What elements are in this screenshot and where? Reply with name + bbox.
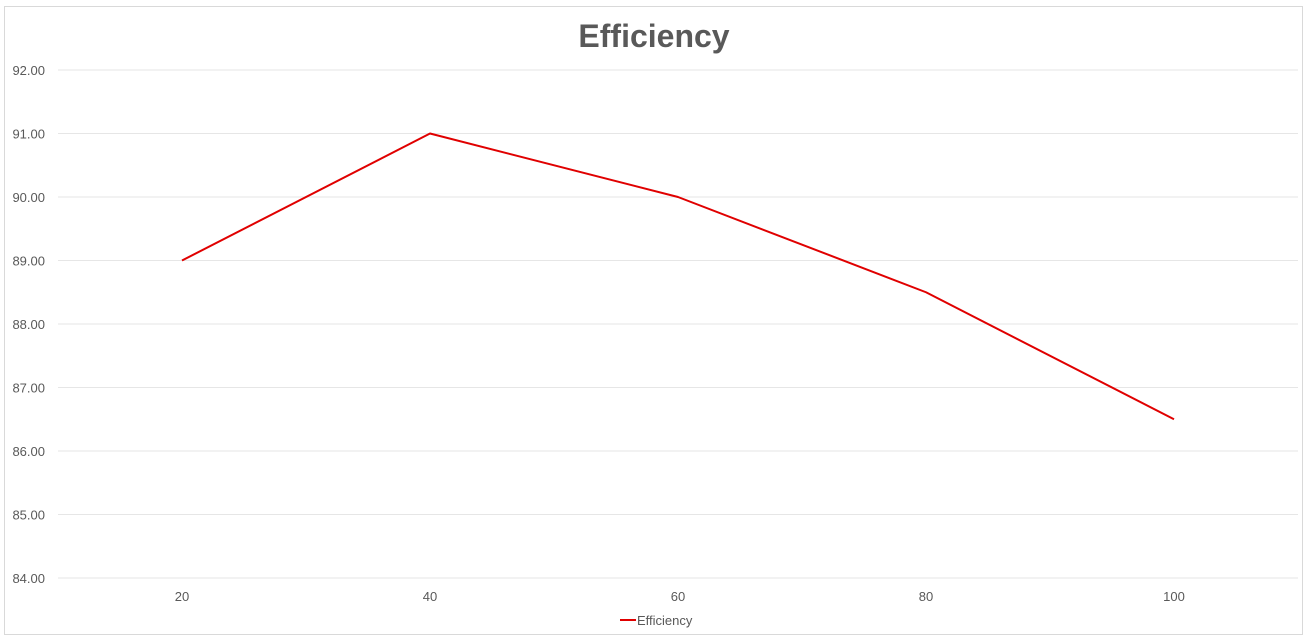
y-axis-tick-labels: 84.00 85.00 86.00 87.00 88.00 89.00 90.00 91.00…	[12, 63, 45, 586]
y-tick-label: 86.00	[12, 444, 45, 459]
chart-title: Efficiency	[578, 18, 729, 54]
x-tick-label: 60	[671, 589, 685, 604]
y-tick-label: 84.00	[12, 571, 45, 586]
y-tick-label: 85.00	[12, 508, 45, 523]
y-tick-label: 90.00	[12, 190, 45, 205]
x-tick-label: 20	[175, 589, 189, 604]
legend: Efficiency	[620, 613, 693, 628]
y-tick-label: 87.00	[12, 381, 45, 396]
series-layer	[181, 132, 1175, 421]
x-axis-tick-labels: 20 40 60 80 100	[175, 589, 1185, 604]
y-tick-label: 89.00	[12, 254, 45, 269]
y-tick-label: 91.00	[12, 127, 45, 142]
legend-label-efficiency: Efficiency	[637, 613, 693, 628]
x-tick-label: 100	[1163, 589, 1185, 604]
series-line-efficiency	[181, 132, 1175, 421]
gridlines	[58, 69, 1298, 579]
chart-frame	[4, 6, 1303, 635]
x-tick-label: 80	[919, 589, 933, 604]
x-tick-label: 40	[423, 589, 437, 604]
y-tick-label: 88.00	[12, 317, 45, 332]
y-tick-label: 92.00	[12, 63, 45, 78]
